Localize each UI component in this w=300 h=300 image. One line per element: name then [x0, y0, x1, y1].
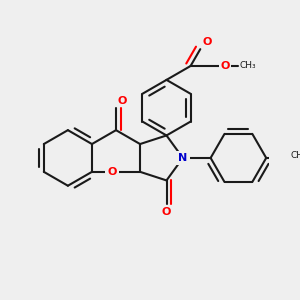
Text: O: O [220, 61, 230, 71]
Text: O: O [108, 167, 117, 177]
Text: O: O [118, 96, 128, 106]
Text: O: O [162, 207, 171, 217]
Text: O: O [202, 37, 212, 47]
Text: CH₃: CH₃ [290, 152, 300, 160]
Text: N: N [178, 153, 188, 163]
Text: CH₃: CH₃ [240, 61, 256, 70]
